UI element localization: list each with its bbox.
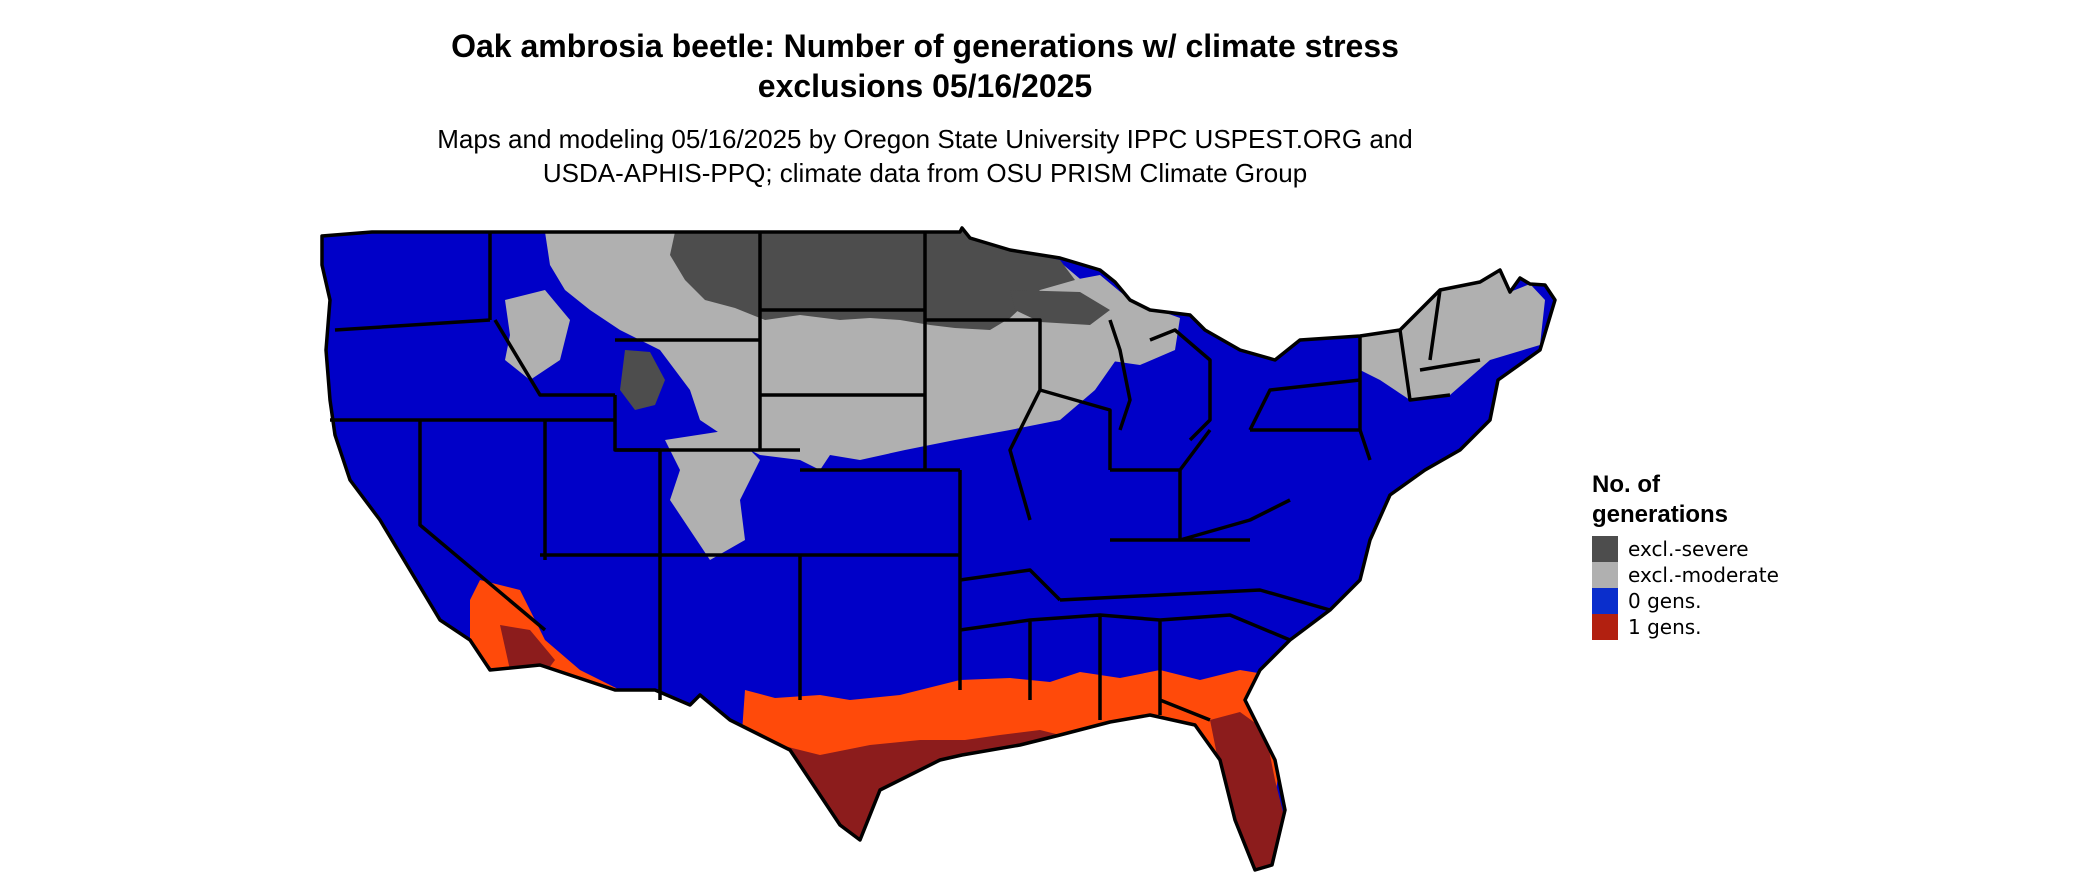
legend-label-excl-moderate: excl.-moderate <box>1628 563 1779 587</box>
excl-severe-north-dakota-minnesota <box>670 228 1075 330</box>
legend: No. of generations excl.-severe excl.-mo… <box>1592 470 1852 640</box>
map-title-line-2: exclusions 05/16/2025 <box>757 68 1093 104</box>
legend-title-line-2: generations <box>1592 501 1729 528</box>
excl-severe-upper-peninsula <box>1010 290 1110 325</box>
map-subtitle-line-1: Maps and modeling 05/16/2025 by Oregon S… <box>437 124 1413 154</box>
legend-swatch-1-gens <box>1592 614 1618 640</box>
excl-moderate-new-england <box>1360 270 1545 400</box>
border-plains <box>760 232 962 690</box>
border-pacific-northwest <box>330 232 615 422</box>
border-south <box>959 613 1291 722</box>
lake-michigan-shore <box>1108 319 1212 442</box>
legend-item-excl-moderate: excl.-moderate <box>1592 562 1852 588</box>
one-gen-florida-dark <box>1210 712 1285 870</box>
border-midwest <box>925 318 1112 602</box>
map-subtitle-line-2: USDA-APHIS-PPQ; climate data from OSU PR… <box>542 158 1308 188</box>
legend-label-excl-severe: excl.-severe <box>1628 537 1749 561</box>
legend-swatch-excl-severe <box>1592 536 1618 562</box>
excl-severe-wyoming-ranges <box>620 350 665 410</box>
border-nevada-california <box>418 420 547 632</box>
legend-label-0-gens: 0 gens. <box>1628 589 1702 613</box>
legend-swatch-0-gens <box>1592 588 1618 614</box>
excl-moderate-idaho-montana <box>505 290 570 380</box>
legend-item-excl-severe: excl.-severe <box>1592 536 1852 562</box>
legend-label-1-gens: 1 gens. <box>1628 615 1702 639</box>
legend-title-line-1: No. of <box>1592 471 1660 498</box>
legend-swatch-excl-moderate <box>1592 562 1618 588</box>
excl-moderate-colorado-rockies <box>665 430 760 560</box>
legend-item-0-gens: 0 gens. <box>1592 588 1852 614</box>
legend-items: excl.-severe excl.-moderate 0 gens. 1 ge… <box>1592 536 1852 640</box>
border-east <box>1059 378 1372 612</box>
border-montana-wyoming <box>615 232 800 452</box>
us-outline <box>320 226 1557 872</box>
state-borders <box>320 226 1557 872</box>
border-northeast <box>1358 289 1481 430</box>
legend-item-1-gens: 1 gens. <box>1592 614 1852 640</box>
map-title-line-1: Oak ambrosia beetle: Number of generatio… <box>451 28 1399 64</box>
